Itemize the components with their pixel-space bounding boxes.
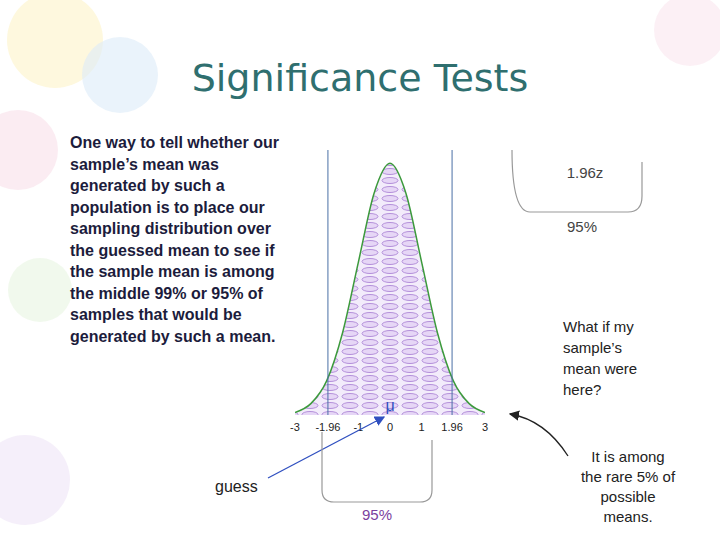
- svg-text:-1.96: -1.96: [315, 421, 340, 433]
- html-text:95%: 95%: [567, 218, 597, 235]
- html-text:95%: 95%: [362, 506, 392, 523]
- html-text:1.96z: 1.96z: [566, 164, 604, 181]
- svg-text:1.96: 1.96: [441, 421, 462, 433]
- html-text:guess: guess: [215, 478, 258, 495]
- svg-text:3: 3: [482, 421, 488, 433]
- html-text:Significance Tests: Significance Tests: [191, 56, 529, 100]
- svg-text:1: 1: [419, 421, 425, 433]
- svg-text:0: 0: [387, 421, 393, 433]
- html-text:What if my sample’s mean were: What if my sample’s mean were here?: [563, 318, 638, 398]
- svg-text:-3: -3: [290, 421, 300, 433]
- svg-text:-1: -1: [353, 421, 363, 433]
- html-text:One way to tell whether our sa: One way to tell whether our sample’s mea…: [70, 134, 279, 345]
- html-text:It is among the rare 5% of pos: It is among the rare 5% of possible mean…: [580, 448, 676, 525]
- svg-text:μ: μ: [385, 397, 394, 414]
